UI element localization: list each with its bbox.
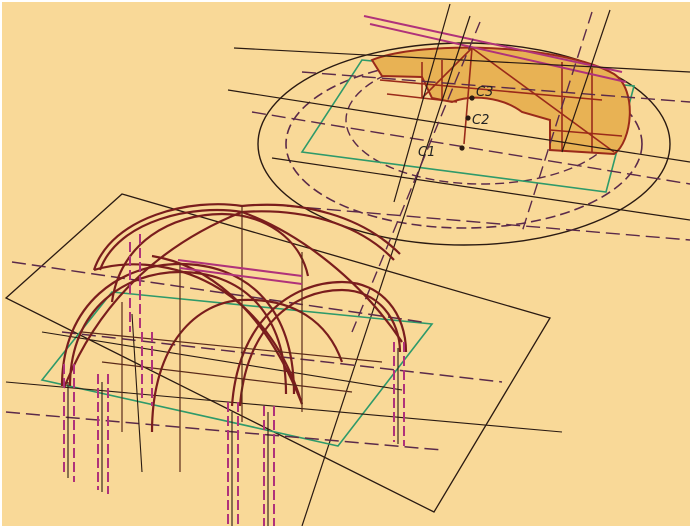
plan-ribs: [379, 47, 623, 153]
plan-strap: [363, 15, 627, 83]
pillar-outlines: [67, 348, 399, 526]
plan-dashed-axes: [351, 11, 593, 333]
plan-construction-lines: [227, 47, 690, 221]
label-c3: C3: [476, 85, 493, 100]
vault-guides: [81, 206, 383, 472]
vault-strap: [177, 259, 303, 285]
plan-view: C3 C2 C1: [227, 3, 690, 526]
pillars: [63, 234, 405, 526]
label-c2: C2: [472, 113, 489, 128]
center-point-c3: [469, 95, 475, 101]
centre-points: [459, 95, 475, 151]
vault-ribs: [60, 203, 408, 433]
label-c1: C1: [418, 145, 435, 160]
center-point-c2: [465, 115, 471, 121]
outer-construction-circle: [257, 42, 671, 246]
plan-dash-lines: [251, 71, 690, 241]
center-point-c1: [459, 145, 465, 151]
ground-plane: [4, 193, 551, 513]
vault-elevation: [4, 193, 563, 526]
